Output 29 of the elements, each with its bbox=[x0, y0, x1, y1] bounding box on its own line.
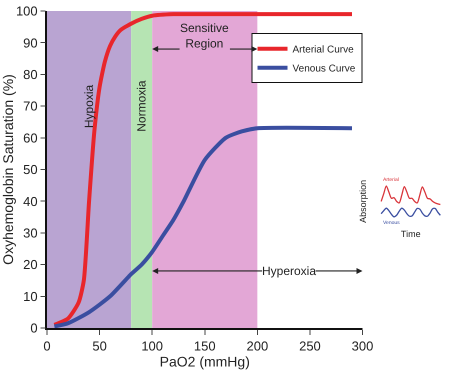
y-tick-label: 40 bbox=[23, 194, 38, 209]
x-tick-label: 150 bbox=[194, 338, 216, 354]
y-tick-label: 0 bbox=[30, 320, 38, 336]
y-axis-title: Absorption bbox=[358, 180, 368, 223]
y-tick-label: 100 bbox=[16, 4, 38, 19]
x-axis-title: PaO2 (mmHg) bbox=[160, 353, 250, 370]
x-tick-label: 100 bbox=[141, 338, 164, 354]
band-label: Sensitive Region bbox=[180, 21, 230, 51]
x-tick-label: 250 bbox=[299, 338, 321, 354]
x-tick-label: 50 bbox=[92, 338, 107, 354]
legend-label: Venous Curve bbox=[292, 64, 356, 75]
y-tick-label: 90 bbox=[23, 35, 38, 50]
y-tick-label: 80 bbox=[23, 66, 38, 82]
x-tick-label: 300 bbox=[352, 338, 374, 354]
x-tick-label: 200 bbox=[246, 338, 268, 354]
band-label: Normoxia bbox=[134, 80, 149, 132]
y-tick-label: 20 bbox=[23, 257, 38, 272]
band-label: Hypoxia bbox=[82, 84, 96, 128]
y-axis-title: Oxyhemoglobin Saturation (%) bbox=[0, 74, 16, 265]
line-series bbox=[52, 12, 354, 327]
y-tick-label: 70 bbox=[23, 98, 38, 114]
y-tick-label: 10 bbox=[23, 288, 38, 304]
x-tick-label: 0 bbox=[43, 338, 51, 354]
legend-label: Arterial Curve bbox=[292, 44, 354, 56]
annotation: Hyperoxia bbox=[262, 264, 316, 278]
x-axis-title: Time bbox=[400, 229, 421, 240]
y-tick-label: 30 bbox=[23, 225, 38, 240]
y-tick-label: 60 bbox=[23, 130, 38, 146]
y-tick-label: 50 bbox=[23, 162, 38, 178]
